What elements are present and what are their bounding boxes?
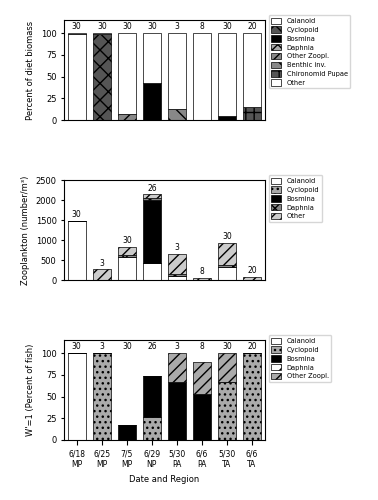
Bar <box>118 425 136 440</box>
Text: 26: 26 <box>147 342 157 351</box>
Y-axis label: Percent of diet biomass: Percent of diet biomass <box>26 20 35 119</box>
Text: 3: 3 <box>175 342 180 351</box>
Bar <box>168 353 186 382</box>
Bar <box>243 107 261 120</box>
Bar <box>218 267 236 280</box>
Text: 3: 3 <box>175 22 180 32</box>
Bar <box>218 243 236 265</box>
Text: 20: 20 <box>247 342 257 351</box>
Bar <box>193 394 211 440</box>
Bar <box>68 33 86 34</box>
Text: 30: 30 <box>122 22 132 32</box>
Bar <box>168 33 186 108</box>
Bar <box>218 116 236 120</box>
Text: 8: 8 <box>200 342 204 351</box>
X-axis label: Date and Region: Date and Region <box>129 474 200 484</box>
Text: 30: 30 <box>97 22 107 32</box>
Text: 30: 30 <box>122 342 132 351</box>
Bar <box>118 247 136 255</box>
Bar <box>243 353 261 440</box>
Bar <box>218 353 236 382</box>
Bar <box>243 277 261 280</box>
Bar <box>143 376 161 416</box>
Bar <box>243 33 261 107</box>
Bar <box>218 33 236 116</box>
Y-axis label: Zooplankton (number/m³): Zooplankton (number/m³) <box>21 176 30 284</box>
Bar <box>93 353 111 440</box>
Bar <box>168 254 186 274</box>
Text: 3: 3 <box>99 342 104 351</box>
Bar <box>143 416 161 440</box>
Legend: Calanoid, Cyclopoid, Bosmina, Daphnia, Other Zoopl., Benthic inv., Chironomid Pu: Calanoid, Cyclopoid, Bosmina, Daphnia, O… <box>269 15 350 88</box>
Bar <box>168 274 186 276</box>
Text: 30: 30 <box>72 342 82 351</box>
Text: 30: 30 <box>222 22 232 32</box>
Bar <box>143 194 161 198</box>
Bar <box>68 34 86 120</box>
Bar <box>118 33 136 114</box>
Bar <box>218 265 236 267</box>
Bar <box>193 33 211 120</box>
Bar <box>143 33 161 84</box>
Bar <box>168 276 186 280</box>
Bar <box>68 221 86 280</box>
Text: 30: 30 <box>222 342 232 351</box>
Text: 30: 30 <box>72 210 82 219</box>
Bar <box>118 255 136 257</box>
Text: 8: 8 <box>200 267 204 276</box>
Text: 30: 30 <box>72 22 82 32</box>
Bar <box>143 84 161 120</box>
Legend: Calanoid, Cyclopoid, Bosmina, Daphnia, Other: Calanoid, Cyclopoid, Bosmina, Daphnia, O… <box>269 175 322 222</box>
Bar <box>168 108 186 120</box>
Text: 30: 30 <box>222 232 232 241</box>
Bar <box>168 382 186 440</box>
Text: 3: 3 <box>99 258 104 268</box>
Text: 20: 20 <box>247 266 257 275</box>
Text: 30: 30 <box>122 236 132 245</box>
Bar <box>93 269 111 280</box>
Bar <box>118 257 136 280</box>
Legend: Calanoid, Cyclopoid, Bosmina, Daphnia, Other Zoopl.: Calanoid, Cyclopoid, Bosmina, Daphnia, O… <box>269 335 332 382</box>
Text: 8: 8 <box>200 22 204 32</box>
Bar <box>68 353 86 440</box>
Bar <box>143 263 161 280</box>
Bar <box>143 198 161 200</box>
Bar <box>93 34 111 120</box>
Bar <box>218 382 236 440</box>
Y-axis label: W'=1 (Percent of fish): W'=1 (Percent of fish) <box>26 344 35 436</box>
Bar <box>193 278 211 280</box>
Bar <box>118 114 136 120</box>
Text: 20: 20 <box>247 22 257 32</box>
Bar <box>93 33 111 34</box>
Text: 26: 26 <box>147 184 157 193</box>
Text: 30: 30 <box>147 22 157 32</box>
Text: 3: 3 <box>175 244 180 252</box>
Bar <box>143 200 161 263</box>
Bar <box>193 362 211 394</box>
